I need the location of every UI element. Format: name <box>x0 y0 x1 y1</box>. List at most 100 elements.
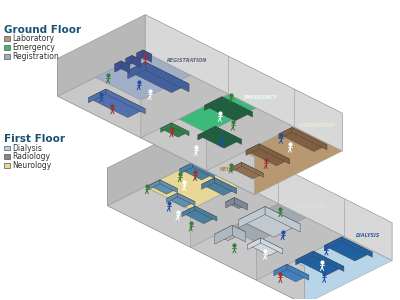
Polygon shape <box>265 206 300 232</box>
Polygon shape <box>246 144 259 155</box>
Polygon shape <box>202 178 237 195</box>
Polygon shape <box>256 236 392 300</box>
Text: Emergency: Emergency <box>12 43 55 52</box>
Polygon shape <box>226 198 248 208</box>
Polygon shape <box>121 61 130 73</box>
Polygon shape <box>261 238 283 254</box>
Text: Ground Floor: Ground Floor <box>4 25 81 34</box>
Polygon shape <box>193 162 215 178</box>
Polygon shape <box>274 264 287 276</box>
Text: LABORATORY: LABORATORY <box>300 123 336 128</box>
Polygon shape <box>296 251 313 265</box>
Polygon shape <box>232 225 245 242</box>
Polygon shape <box>256 199 344 280</box>
Polygon shape <box>166 193 178 202</box>
Polygon shape <box>145 15 342 151</box>
Polygon shape <box>206 89 294 171</box>
Polygon shape <box>182 206 217 224</box>
Polygon shape <box>141 56 228 138</box>
Polygon shape <box>108 124 195 206</box>
FancyBboxPatch shape <box>4 164 10 168</box>
Polygon shape <box>114 61 121 72</box>
Polygon shape <box>198 126 242 148</box>
Polygon shape <box>206 127 342 195</box>
Polygon shape <box>180 162 193 174</box>
Polygon shape <box>324 237 372 261</box>
Polygon shape <box>202 178 215 189</box>
Text: NEUROLOGY: NEUROLOGY <box>220 167 254 172</box>
Polygon shape <box>136 50 152 58</box>
Polygon shape <box>136 50 143 61</box>
Polygon shape <box>58 15 145 96</box>
Text: DIALYSIS: DIALYSIS <box>356 233 380 238</box>
Polygon shape <box>248 238 261 250</box>
Polygon shape <box>132 56 141 68</box>
Polygon shape <box>198 126 215 140</box>
Polygon shape <box>182 206 195 217</box>
Polygon shape <box>58 52 228 138</box>
FancyBboxPatch shape <box>4 36 10 41</box>
Polygon shape <box>246 144 290 166</box>
Polygon shape <box>195 124 392 260</box>
FancyBboxPatch shape <box>4 146 10 151</box>
Polygon shape <box>145 62 189 92</box>
Polygon shape <box>106 89 145 114</box>
Polygon shape <box>259 144 290 164</box>
Polygon shape <box>204 97 222 110</box>
Polygon shape <box>248 238 283 256</box>
Polygon shape <box>178 193 195 206</box>
Polygon shape <box>143 50 152 62</box>
Polygon shape <box>242 162 264 177</box>
Polygon shape <box>215 178 237 194</box>
Polygon shape <box>149 180 160 189</box>
Text: First Floor: First Floor <box>4 134 65 144</box>
Polygon shape <box>128 62 145 79</box>
Polygon shape <box>342 237 372 257</box>
Polygon shape <box>88 89 106 103</box>
Text: Neurology: Neurology <box>12 161 51 170</box>
Polygon shape <box>58 58 255 195</box>
Polygon shape <box>279 128 327 152</box>
Polygon shape <box>231 162 264 179</box>
Text: REGISTRATION: REGISTRATION <box>167 58 207 62</box>
Polygon shape <box>141 94 294 171</box>
Text: Registration: Registration <box>12 52 59 61</box>
Polygon shape <box>324 237 342 250</box>
Polygon shape <box>274 264 309 282</box>
Polygon shape <box>287 264 309 280</box>
Text: EMERGENCY: EMERGENCY <box>244 95 278 100</box>
Polygon shape <box>160 123 172 132</box>
FancyBboxPatch shape <box>4 154 10 160</box>
Polygon shape <box>222 97 252 117</box>
Polygon shape <box>191 166 278 247</box>
Text: Laboratory: Laboratory <box>12 34 54 43</box>
Polygon shape <box>180 162 215 180</box>
Polygon shape <box>88 89 145 118</box>
Polygon shape <box>296 251 344 275</box>
Polygon shape <box>160 180 178 193</box>
Polygon shape <box>172 123 189 136</box>
Polygon shape <box>279 128 292 139</box>
Polygon shape <box>195 206 217 221</box>
Polygon shape <box>234 198 248 210</box>
Polygon shape <box>215 225 232 244</box>
Polygon shape <box>126 56 141 63</box>
Polygon shape <box>226 198 234 208</box>
Text: RADIOLOGY: RADIOLOGY <box>295 204 327 209</box>
Polygon shape <box>239 206 300 237</box>
Polygon shape <box>126 56 132 67</box>
Polygon shape <box>239 206 265 228</box>
Polygon shape <box>108 168 304 300</box>
Polygon shape <box>215 126 242 144</box>
Polygon shape <box>231 162 242 172</box>
Polygon shape <box>160 123 189 137</box>
Polygon shape <box>166 193 195 207</box>
FancyBboxPatch shape <box>4 54 10 59</box>
Polygon shape <box>313 251 344 272</box>
FancyBboxPatch shape <box>4 45 10 50</box>
Polygon shape <box>128 62 189 93</box>
Text: Dialysis: Dialysis <box>12 143 42 152</box>
Polygon shape <box>292 128 327 150</box>
Text: Radiology: Radiology <box>12 152 50 161</box>
Polygon shape <box>149 180 178 194</box>
